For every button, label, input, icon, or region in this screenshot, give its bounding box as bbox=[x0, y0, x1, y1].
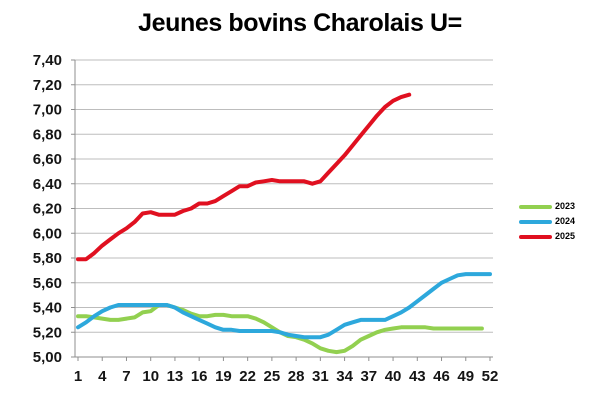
x-tick-label: 10 bbox=[142, 368, 159, 385]
y-tick-label: 5,20 bbox=[33, 324, 62, 341]
x-tick-label: 19 bbox=[215, 368, 232, 385]
x-axis-labels: 1 4 7 10 13 16 19 22 25 28 31 34 37 40 43 46 49 52 bbox=[74, 357, 499, 385]
legend-item-2024: 2024 bbox=[519, 216, 575, 227]
legend-item-2023: 2023 bbox=[519, 201, 575, 212]
x-tick-label: 46 bbox=[433, 368, 450, 385]
y-tick-label: 5,60 bbox=[33, 275, 62, 292]
x-tick-label: 25 bbox=[264, 368, 281, 385]
legend-item-2025: 2025 bbox=[519, 231, 575, 242]
x-tick-label: 40 bbox=[385, 368, 402, 385]
legend-label-2023: 2023 bbox=[555, 201, 576, 211]
y-tick-label: 5,80 bbox=[33, 250, 62, 267]
legend-swatch-2025 bbox=[519, 234, 552, 239]
y-tick-label: 6,20 bbox=[33, 201, 62, 218]
x-tick-label: 31 bbox=[312, 368, 329, 385]
x-tick-label: 43 bbox=[409, 368, 426, 385]
axes bbox=[74, 60, 493, 358]
series-line-2024 bbox=[76, 272, 492, 340]
y-tick-label: 7,40 bbox=[33, 52, 62, 69]
y-tick-label: 6,80 bbox=[33, 126, 62, 143]
y-tick-label: 7,00 bbox=[33, 102, 62, 119]
legend-label-2025: 2025 bbox=[555, 231, 576, 241]
y-tick-label: 5,00 bbox=[33, 349, 62, 366]
y-tick-label: 5,40 bbox=[33, 300, 62, 317]
gridlines bbox=[71, 59, 493, 358]
legend-swatch-2024 bbox=[519, 219, 552, 224]
x-tick-label: 7 bbox=[122, 368, 130, 385]
x-tick-label: 13 bbox=[167, 368, 184, 385]
y-axis-labels: 7,40 7,20 7,00 6,80 6,60 6,40 6,20 6,00 5,80 5,60… bbox=[33, 52, 62, 366]
x-tick-label: 22 bbox=[239, 368, 256, 385]
legend-label-2024: 2024 bbox=[555, 216, 576, 226]
chart-legend: 2023 2024 2025 bbox=[519, 201, 575, 242]
y-tick-label: 7,20 bbox=[33, 77, 62, 94]
chart-title: Jeunes bovins Charolais U= bbox=[138, 9, 462, 37]
x-tick-label: 16 bbox=[191, 368, 208, 385]
y-tick-label: 6,00 bbox=[33, 225, 62, 242]
x-tick-label: 1 bbox=[74, 368, 82, 385]
x-tick-label: 49 bbox=[457, 368, 474, 385]
y-tick-label: 6,60 bbox=[33, 151, 62, 168]
y-tick-label: 6,40 bbox=[33, 176, 62, 193]
series-line-2025 bbox=[76, 92, 412, 262]
legend-swatch-2023 bbox=[519, 204, 552, 209]
x-tick-label: 34 bbox=[336, 368, 353, 385]
x-tick-label: 4 bbox=[98, 368, 107, 385]
series-line-2023 bbox=[76, 303, 484, 355]
x-tick-label: 52 bbox=[482, 368, 499, 385]
x-tick-label: 37 bbox=[360, 368, 377, 385]
x-tick-label: 28 bbox=[288, 368, 305, 385]
